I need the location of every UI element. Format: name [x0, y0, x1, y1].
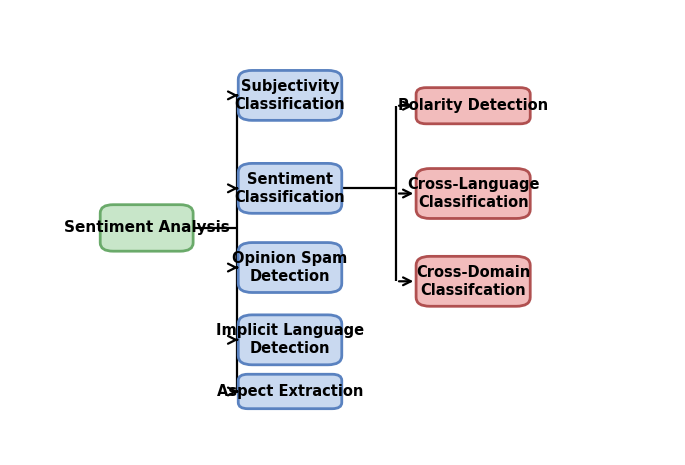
- FancyBboxPatch shape: [238, 70, 342, 120]
- FancyBboxPatch shape: [100, 205, 193, 251]
- Text: Cross-Language
Classification: Cross-Language Classification: [407, 177, 539, 210]
- Text: Sentiment
Classification: Sentiment Classification: [235, 172, 345, 205]
- Text: Implicit Language
Detection: Implicit Language Detection: [216, 323, 364, 356]
- Text: Opinion Spam
Detection: Opinion Spam Detection: [232, 251, 347, 284]
- Text: Subjectivity
Classification: Subjectivity Classification: [235, 79, 345, 112]
- FancyBboxPatch shape: [416, 168, 530, 219]
- Text: Sentiment Analysis: Sentiment Analysis: [64, 220, 229, 235]
- Text: Aspect Extraction: Aspect Extraction: [217, 384, 363, 399]
- Text: Polarity Detection: Polarity Detection: [398, 98, 548, 113]
- FancyBboxPatch shape: [416, 256, 530, 306]
- Text: Cross-Domain
Classifcation: Cross-Domain Classifcation: [416, 265, 530, 298]
- FancyBboxPatch shape: [238, 243, 342, 292]
- FancyBboxPatch shape: [238, 163, 342, 213]
- FancyBboxPatch shape: [416, 87, 530, 124]
- FancyBboxPatch shape: [238, 374, 342, 409]
- FancyBboxPatch shape: [238, 315, 342, 365]
